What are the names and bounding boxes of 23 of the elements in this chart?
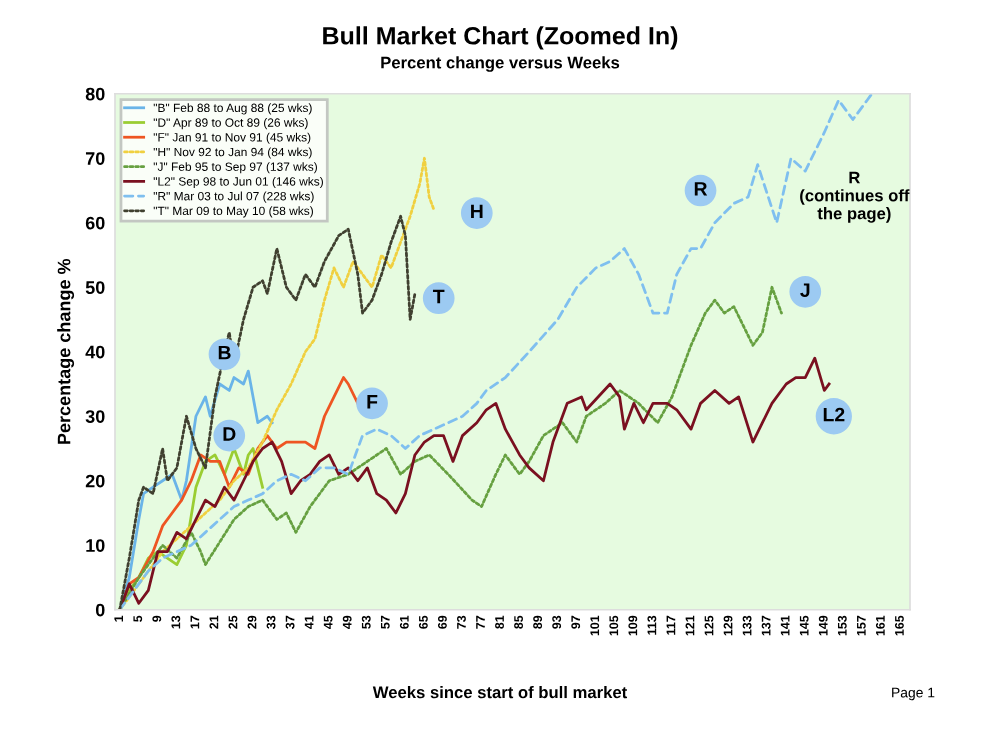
y-axis-title: Percentage change % xyxy=(57,258,75,444)
y-tick-label: 70 xyxy=(85,152,105,165)
y-tick-label: 0 xyxy=(95,603,105,617)
annotation: R xyxy=(694,182,708,196)
annotation: D xyxy=(223,427,236,441)
y-tick-label: 50 xyxy=(85,281,105,294)
line-series xyxy=(118,214,417,610)
annotation: T xyxy=(432,289,445,304)
annotation: F xyxy=(367,395,378,409)
y-tick-label: 20 xyxy=(85,474,105,488)
y-tick-label: 80 xyxy=(85,87,105,101)
y-tick-label: 40 xyxy=(85,345,105,359)
y-tick-label: 10 xyxy=(86,539,105,552)
annotation: J xyxy=(800,283,810,297)
x-axis-title: Weeks since start of bull market xyxy=(372,685,628,699)
annotation: H xyxy=(471,204,483,219)
chart-title: Bull Market Chart (Zoomed In) xyxy=(323,26,678,50)
annotation: L2 xyxy=(823,407,845,422)
y-tick-label: 30 xyxy=(85,410,105,423)
chart-subtitle: Percent change versus Weeks xyxy=(381,56,620,72)
y-tick-label: 60 xyxy=(85,216,105,230)
annotation: R (continues off the page) xyxy=(800,171,910,223)
annotation: B xyxy=(218,345,231,360)
